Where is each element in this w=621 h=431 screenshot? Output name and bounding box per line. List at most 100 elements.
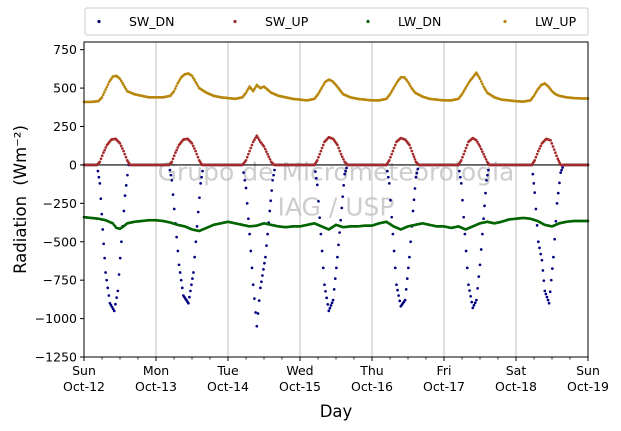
data-point xyxy=(552,148,556,151)
data-point xyxy=(106,83,110,86)
legend-marker-sw-up xyxy=(233,19,237,24)
data-point xyxy=(478,263,482,267)
data-point xyxy=(553,237,556,241)
data-point xyxy=(555,201,559,205)
data-point xyxy=(195,225,199,228)
data-point xyxy=(410,149,414,153)
legend-marker-lw-up xyxy=(503,19,507,24)
data-point xyxy=(190,142,194,145)
data-point xyxy=(335,266,338,270)
data-point xyxy=(112,309,116,313)
data-point xyxy=(482,85,485,88)
data-point xyxy=(118,256,122,260)
data-point xyxy=(255,324,259,328)
data-point xyxy=(168,168,172,172)
x-axis: SunOct-12MonOct-13TueOct-14WedOct-15ThuO… xyxy=(63,357,609,394)
data-point xyxy=(532,94,536,98)
data-point xyxy=(467,283,470,287)
data-point xyxy=(254,136,257,140)
data-point xyxy=(256,136,260,140)
svg-text:Radiation (Wm⁻²): Radiation (Wm⁻²) xyxy=(11,125,30,274)
data-point xyxy=(123,152,127,156)
data-point xyxy=(320,146,324,150)
data-point xyxy=(392,146,396,150)
data-point xyxy=(483,155,487,159)
data-point xyxy=(107,294,111,297)
data-point xyxy=(415,171,419,175)
data-point xyxy=(244,158,248,162)
data-point xyxy=(478,77,482,81)
x-tick-date-0: Oct-12 xyxy=(63,379,105,394)
data-point xyxy=(534,155,538,159)
data-point xyxy=(558,161,562,165)
data-point xyxy=(248,149,251,153)
data-point xyxy=(463,149,467,153)
data-point xyxy=(550,142,554,145)
data-point xyxy=(320,249,324,253)
data-point xyxy=(314,170,317,173)
x-tick-date-1: Oct-13 xyxy=(135,379,177,394)
data-point xyxy=(337,243,340,247)
data-point xyxy=(317,90,321,94)
data-point xyxy=(105,278,109,282)
data-point xyxy=(195,152,199,156)
data-point xyxy=(249,146,253,150)
data-point xyxy=(104,88,107,91)
data-point xyxy=(464,249,468,253)
y-tick-label-6: −750 xyxy=(43,273,77,288)
data-point xyxy=(387,182,391,185)
data-point xyxy=(484,89,488,93)
data-point xyxy=(117,273,121,276)
data-point xyxy=(269,199,273,203)
data-point xyxy=(170,160,174,164)
data-point xyxy=(244,91,248,95)
data-point xyxy=(194,80,197,84)
data-point xyxy=(172,207,176,211)
data-point xyxy=(472,303,476,307)
data-point xyxy=(100,95,104,99)
data-point xyxy=(259,286,262,290)
series-sw-up xyxy=(82,134,590,167)
data-point xyxy=(554,151,557,154)
data-point xyxy=(407,266,410,270)
y-tick-label-8: −1250 xyxy=(35,350,77,365)
data-point xyxy=(106,286,110,290)
data-point xyxy=(471,306,475,310)
data-point xyxy=(105,85,109,89)
data-point xyxy=(338,149,342,153)
data-point xyxy=(322,82,326,86)
data-point xyxy=(257,299,261,303)
data-point xyxy=(483,204,486,208)
y-tick-label-5: −500 xyxy=(43,234,77,249)
data-point xyxy=(188,295,191,299)
data-point xyxy=(479,248,483,251)
data-point xyxy=(194,149,197,153)
data-point xyxy=(101,93,105,97)
x-tick-date-7: Oct-19 xyxy=(567,379,609,394)
data-point xyxy=(196,155,200,159)
data-point xyxy=(116,289,120,293)
data-point xyxy=(173,87,177,90)
data-point xyxy=(124,184,128,187)
data-point xyxy=(114,302,117,306)
data-point xyxy=(177,263,181,267)
data-point xyxy=(104,271,107,274)
data-point xyxy=(555,154,558,158)
data-point xyxy=(393,266,397,270)
data-point xyxy=(103,256,106,260)
data-point xyxy=(100,212,104,216)
data-point xyxy=(254,311,257,314)
data-point xyxy=(336,255,339,259)
data-point xyxy=(268,209,272,213)
data-point xyxy=(535,152,539,156)
data-point xyxy=(193,255,196,259)
data-point xyxy=(265,244,268,247)
data-point xyxy=(547,301,551,305)
data-point xyxy=(339,152,343,156)
data-point xyxy=(409,146,412,150)
data-point xyxy=(248,232,251,236)
data-point xyxy=(266,232,269,236)
data-point xyxy=(389,90,393,94)
data-point xyxy=(338,231,341,234)
